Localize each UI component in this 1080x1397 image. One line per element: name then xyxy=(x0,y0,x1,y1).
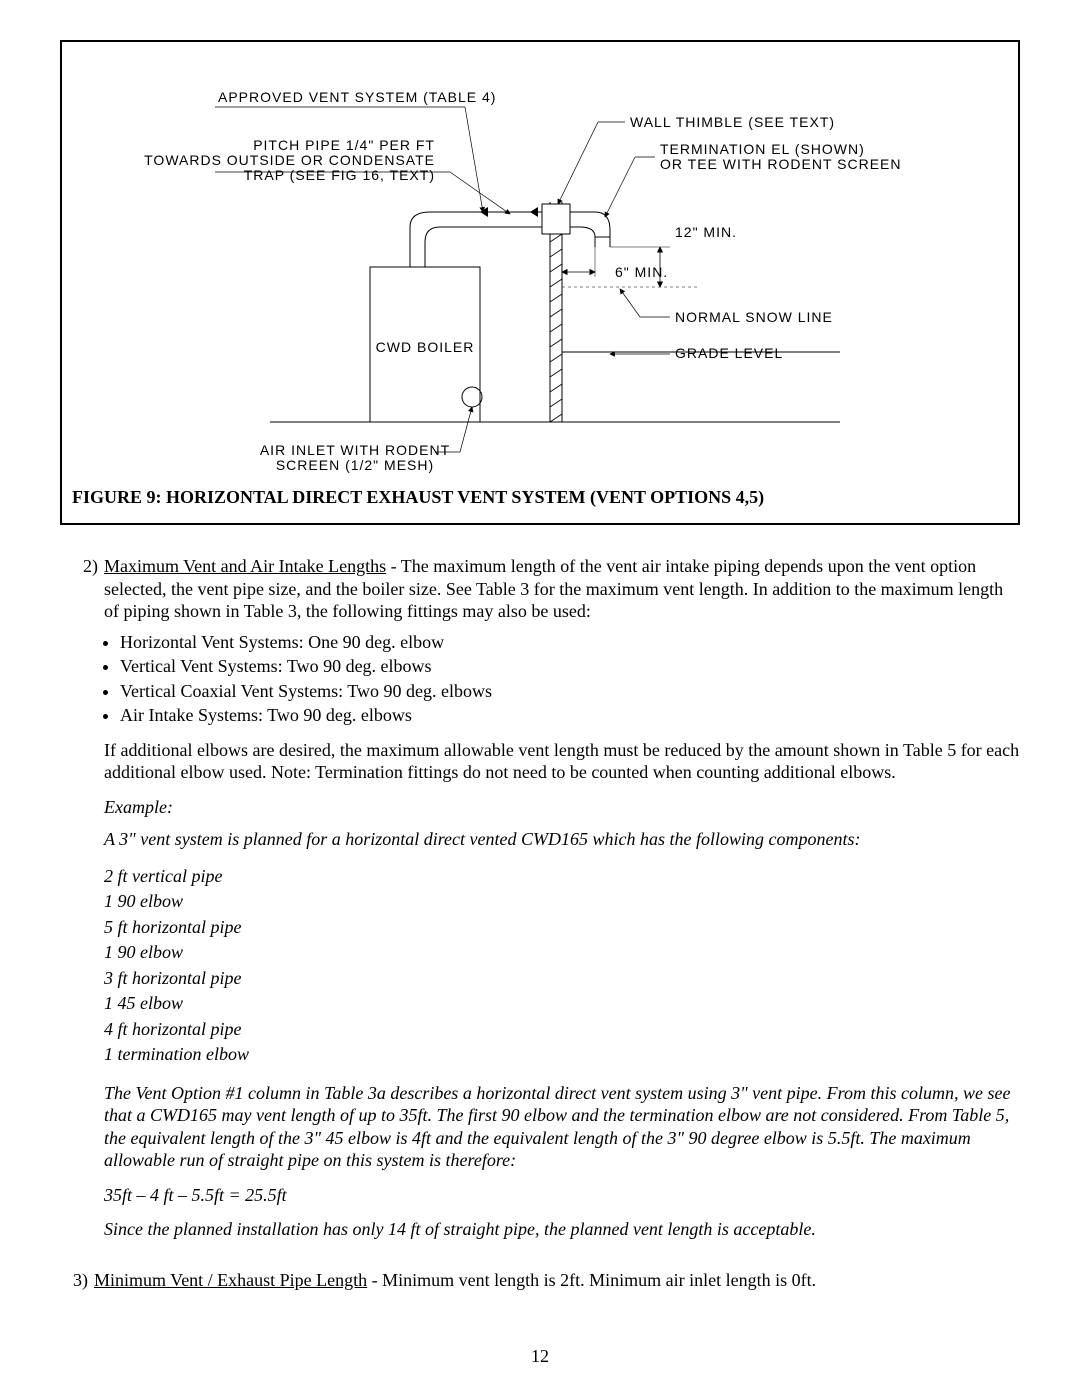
component-line: 1 termination elbow xyxy=(104,1043,1020,1066)
section-3: 3) Minimum Vent / Exhaust Pipe Length - … xyxy=(60,1269,1020,1292)
boiler-label: CWD BOILER xyxy=(376,339,475,355)
bullet-item: Vertical Vent Systems: Two 90 deg. elbow… xyxy=(120,655,1020,678)
bullet-item: Horizontal Vent Systems: One 90 deg. elb… xyxy=(120,631,1020,654)
section-3-number: 3) xyxy=(60,1269,94,1292)
pitch-pipe-l2: TOWARDS OUTSIDE OR CONDENSATE xyxy=(144,152,435,168)
air-inlet-l2: SCREEN (1/2" MESH) xyxy=(276,457,434,473)
body-text: 2) Maximum Vent and Air Intake Lengths -… xyxy=(60,555,1020,1291)
example-components: 2 ft vertical pipe 1 90 elbow 5 ft horiz… xyxy=(104,865,1020,1066)
component-line: 3 ft horizontal pipe xyxy=(104,967,1020,990)
term-el-l1: TERMINATION EL (SHOWN) xyxy=(660,141,865,157)
example-explanation: The Vent Option #1 column in Table 3a de… xyxy=(104,1082,1020,1172)
bullet-item: Vertical Coaxial Vent Systems: Two 90 de… xyxy=(120,680,1020,703)
section-2-title: Maximum Vent and Air Intake Lengths xyxy=(104,556,386,576)
approved-vent-label: APPROVED VENT SYSTEM (TABLE 4) xyxy=(218,89,496,105)
component-line: 1 45 elbow xyxy=(104,992,1020,1015)
air-inlet-l1: AIR INLET WITH RODENT xyxy=(260,442,450,458)
wall-thimble-label: WALL THIMBLE (SEE TEXT) xyxy=(630,114,835,130)
section-2: 2) Maximum Vent and Air Intake Lengths -… xyxy=(70,555,1020,623)
term-el-l2: OR TEE WITH RODENT SCREEN xyxy=(660,156,902,172)
section-2-bullets: Horizontal Vent Systems: One 90 deg. elb… xyxy=(120,631,1020,727)
pitch-pipe-l3: TRAP (SEE FIG 16, TEXT) xyxy=(244,167,435,183)
figure-frame: CWD BOILER xyxy=(60,40,1020,525)
component-line: 1 90 elbow xyxy=(104,890,1020,913)
figure-diagram: CWD BOILER xyxy=(80,52,1000,482)
component-line: 5 ft horizontal pipe xyxy=(104,916,1020,939)
example-equation: 35ft – 4 ft – 5.5ft = 25.5ft xyxy=(104,1184,1020,1207)
twelve-min-label: 12" MIN. xyxy=(675,224,737,240)
component-line: 4 ft horizontal pipe xyxy=(104,1018,1020,1041)
section-2-after-bullets: If additional elbows are desired, the ma… xyxy=(104,739,1020,784)
page-number: 12 xyxy=(0,1346,1080,1367)
example-conclusion: Since the planned installation has only … xyxy=(104,1218,1020,1241)
example-label: Example: xyxy=(104,796,1020,819)
six-min-label: 6" MIN. xyxy=(615,264,668,280)
snow-line-label: NORMAL SNOW LINE xyxy=(675,309,833,325)
section-3-rest: - Minimum vent length is 2ft. Minimum ai… xyxy=(367,1270,816,1290)
page: CWD BOILER xyxy=(0,0,1080,1397)
section-2-number: 2) xyxy=(70,555,104,623)
bullet-item: Air Intake Systems: Two 90 deg. elbows xyxy=(120,704,1020,727)
grade-level-label: GRADE LEVEL xyxy=(675,345,783,361)
component-line: 2 ft vertical pipe xyxy=(104,865,1020,888)
example-intro: A 3" vent system is planned for a horizo… xyxy=(104,828,1020,851)
section-3-title: Minimum Vent / Exhaust Pipe Length xyxy=(94,1270,367,1290)
figure-caption: FIGURE 9: HORIZONTAL DIRECT EXHAUST VENT… xyxy=(72,487,1008,508)
pitch-pipe-l1: PITCH PIPE 1/4" PER FT xyxy=(253,137,435,153)
component-line: 1 90 elbow xyxy=(104,941,1020,964)
